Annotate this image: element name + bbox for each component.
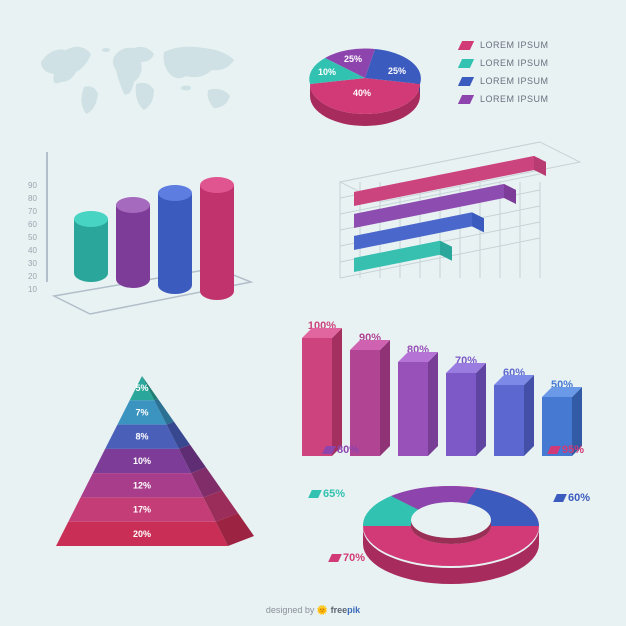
- legend-label: LOREM IPSUM: [480, 40, 549, 50]
- pie-chart: 40% 25% 25% 10%: [290, 28, 440, 138]
- legend-label: LOREM IPSUM: [480, 58, 549, 68]
- cylinder-bar: [116, 205, 150, 288]
- y-axis-tick: 30: [28, 259, 37, 268]
- pct-bar: 80%: [398, 362, 438, 456]
- pie-label-1: 25%: [344, 54, 362, 64]
- donut-swatch: [322, 446, 336, 454]
- y-axis-tick: 80: [28, 194, 37, 203]
- y-axis-tick: 70: [28, 207, 37, 216]
- y-axis-tick: 60: [28, 220, 37, 229]
- legend-label: LOREM IPSUM: [480, 94, 549, 104]
- y-axis-tick: 90: [28, 181, 37, 190]
- donut-swatch: [328, 554, 342, 562]
- donut-callout: 80%: [324, 444, 359, 456]
- isometric-horizontal-bars: [320, 168, 590, 303]
- pct-bar: 90%: [350, 350, 390, 456]
- donut-callout: 95%: [549, 444, 584, 456]
- pie-label-0: 40%: [353, 88, 371, 98]
- pyramid-label: 20%: [133, 529, 151, 539]
- legend-label: LOREM IPSUM: [480, 76, 549, 86]
- pyramid-label: 8%: [135, 432, 148, 442]
- legend-swatch: [458, 95, 474, 104]
- pyramid-label: 7%: [135, 407, 148, 417]
- footer-prefix: designed by: [266, 605, 317, 615]
- y-axis-tick: 50: [28, 233, 37, 242]
- legend-item: LOREM IPSUM: [460, 40, 549, 50]
- donut-swatch: [547, 446, 561, 454]
- legend-swatch: [458, 77, 474, 86]
- pie-label-2: 25%: [388, 66, 406, 76]
- cylinder-bar: [158, 193, 192, 294]
- pie-label-3: 10%: [318, 67, 336, 77]
- pct-bar: 100%: [302, 338, 342, 456]
- world-map: [36, 32, 246, 127]
- donut-chart: 80%95%65%60%70%: [316, 450, 586, 600]
- pyramid-label: 17%: [133, 505, 151, 515]
- donut-callout: 65%: [310, 488, 345, 500]
- pyramid-label: 5%: [135, 383, 148, 393]
- y-axis-tick: 20: [28, 272, 37, 281]
- footer-brand-b: pik: [347, 605, 360, 615]
- y-axis-tick: 40: [28, 246, 37, 255]
- pyramid-label: 10%: [133, 456, 151, 466]
- donut-callout: 70%: [330, 552, 365, 564]
- donut-swatch: [553, 494, 567, 502]
- legend-item: LOREM IPSUM: [460, 76, 549, 86]
- footer-brand-a: free: [331, 605, 348, 615]
- pyramid-label: 12%: [133, 480, 151, 490]
- pie-legend: LOREM IPSUM LOREM IPSUM LOREM IPSUM LOREM I…: [460, 40, 549, 112]
- cylinder-bar: [200, 185, 234, 300]
- legend-swatch: [458, 41, 474, 50]
- pct-bar: 60%: [494, 385, 534, 456]
- pct-bar: 70%: [446, 373, 486, 456]
- legend-item: LOREM IPSUM: [460, 94, 549, 104]
- y-axis-tick: 10: [28, 285, 37, 294]
- legend-item: LOREM IPSUM: [460, 58, 549, 68]
- pyramid-chart: 5% 7% 8% 10% 12% 17% 20%: [52, 370, 257, 560]
- donut-swatch: [308, 490, 322, 498]
- legend-swatch: [458, 59, 474, 68]
- donut-callout: 60%: [555, 492, 590, 504]
- cylinder-bar-chart: 102030405060708090: [46, 152, 276, 312]
- attribution-footer: designed by 🌞 freepik: [0, 605, 626, 616]
- cylinder-bar: [74, 219, 108, 282]
- percentage-bar-chart: 100% 90% 80% 70% 60% 50%: [302, 306, 598, 456]
